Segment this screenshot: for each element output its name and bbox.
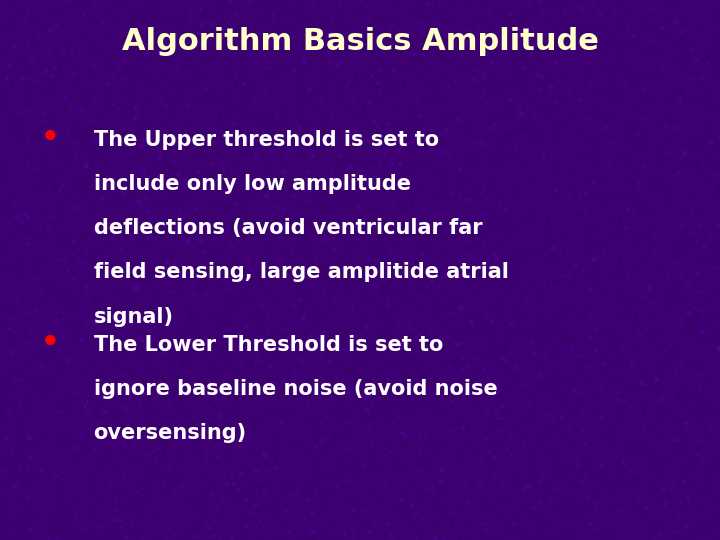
Text: Algorithm Basics Amplitude: Algorithm Basics Amplitude bbox=[122, 27, 598, 56]
Text: ignore baseline noise (avoid noise: ignore baseline noise (avoid noise bbox=[94, 379, 498, 399]
Text: •: • bbox=[41, 124, 60, 152]
Text: The Upper threshold is set to: The Upper threshold is set to bbox=[94, 130, 438, 150]
Text: The Lower Threshold is set to: The Lower Threshold is set to bbox=[94, 335, 443, 355]
Text: signal): signal) bbox=[94, 307, 174, 327]
Text: field sensing, large amplitide atrial: field sensing, large amplitide atrial bbox=[94, 262, 508, 282]
Text: include only low amplitude: include only low amplitude bbox=[94, 174, 410, 194]
Text: oversensing): oversensing) bbox=[94, 423, 247, 443]
Text: •: • bbox=[41, 329, 60, 357]
Text: deflections (avoid ventricular far: deflections (avoid ventricular far bbox=[94, 218, 482, 238]
